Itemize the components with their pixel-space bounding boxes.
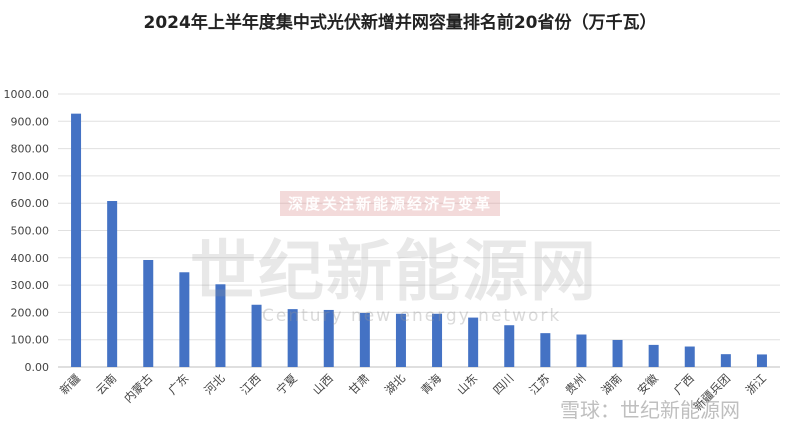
watermark-band: 深度关注新能源经济与变革 — [280, 191, 501, 216]
grid-layer — [58, 93, 780, 368]
x-tick-label: 湖北 — [382, 371, 409, 398]
x-tick-label: 云南 — [93, 371, 119, 397]
bar — [107, 201, 118, 367]
bar — [504, 325, 515, 367]
x-tick-label: 青海 — [418, 371, 445, 398]
x-tick-label: 甘肃 — [346, 371, 372, 397]
bar — [179, 272, 190, 367]
y-tick-label: 700.00 — [11, 170, 50, 183]
bar — [540, 333, 551, 367]
y-tick-label: 900.00 — [11, 115, 50, 128]
bar — [468, 317, 479, 367]
y-tick-label: 100.00 — [11, 334, 50, 347]
x-tick-label: 浙江 — [743, 371, 770, 398]
watermark-main: 世纪新能源网 — [190, 232, 598, 310]
bar — [359, 312, 370, 367]
x-tick-label: 山西 — [310, 371, 336, 397]
bar — [215, 284, 226, 367]
x-tick-label: 江苏 — [526, 371, 552, 397]
y-tick-label: 600.00 — [11, 197, 50, 210]
bar — [251, 304, 262, 367]
x-tick-label: 河北 — [201, 371, 228, 398]
y-tick-label: 1000.00 — [4, 88, 50, 101]
bar — [323, 309, 334, 367]
bar — [756, 354, 767, 367]
bar — [71, 113, 82, 367]
x-tick-label: 内蒙古 — [121, 371, 155, 405]
chart-title: 2024年上半年度集中式光伏新增并网容量排名前20省份（万千瓦） — [143, 13, 657, 33]
bar — [287, 309, 298, 367]
y-tick-label: 800.00 — [11, 143, 50, 156]
bar — [143, 259, 154, 367]
watermark-xueqiu: 雪球：世纪新能源网 — [560, 398, 740, 422]
x-tick-label: 四川 — [490, 371, 516, 397]
bar — [684, 346, 695, 367]
y-tick-label: 200.00 — [11, 306, 50, 319]
y-tick-label: 500.00 — [11, 225, 50, 238]
bar — [612, 339, 623, 367]
x-tick-label: 广东 — [165, 371, 191, 397]
x-tick-label: 山东 — [454, 371, 480, 397]
bar — [395, 313, 406, 367]
x-tick-label: 江西 — [238, 371, 264, 397]
bar — [576, 334, 587, 367]
y-tick-layer: 0.00 100.00 200.00 300.00 400.00 500.00 600.00… — [4, 88, 50, 374]
bar-layer — [71, 113, 767, 367]
x-tick-label: 宁夏 — [274, 371, 301, 398]
y-tick-label: 300.00 — [11, 279, 50, 292]
y-tick-label: 400.00 — [11, 252, 50, 265]
y-tick-label: 0.00 — [25, 361, 50, 374]
watermark-english: Century new energy network — [262, 306, 562, 326]
bar — [648, 344, 659, 367]
bar — [432, 313, 443, 367]
x-tick-label: 新疆 — [57, 371, 84, 398]
bar — [720, 354, 731, 367]
